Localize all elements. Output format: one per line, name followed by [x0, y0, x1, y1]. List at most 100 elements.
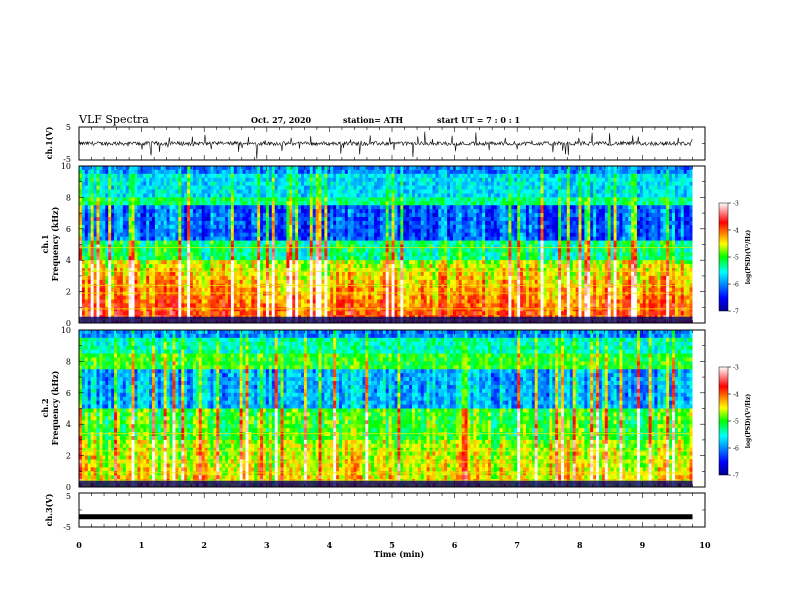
spectrogram-cell	[604, 201, 609, 206]
spectrogram-cell	[616, 232, 620, 238]
spectrogram-cell	[563, 240, 568, 245]
spectrogram-cell	[198, 232, 203, 238]
spectrogram-cell	[561, 217, 565, 222]
spectrogram-cell	[216, 220, 220, 226]
spectrogram-cell	[566, 252, 571, 257]
spectrogram-cell	[309, 228, 314, 234]
spectrogram-cell	[499, 220, 503, 226]
spectrogram-cell	[111, 189, 115, 194]
spectrogram-cell	[683, 228, 688, 234]
spectrogram-cell	[248, 224, 252, 230]
spectrogram-cell	[409, 217, 413, 222]
spectrogram-cell	[382, 217, 387, 222]
spectrogram-cell	[409, 173, 413, 179]
spectrogram-cell	[371, 213, 375, 218]
spectrogram-cell	[473, 217, 477, 222]
spectrogram-cell	[152, 185, 156, 190]
spectrogram-cell	[239, 169, 243, 175]
spectrogram-cell	[99, 197, 103, 202]
spectrogram-cell	[105, 166, 109, 171]
spectrogram-cell	[245, 169, 249, 175]
spectrogram-cell	[628, 173, 632, 179]
spectrogram-cell	[631, 185, 635, 190]
spectrogram-cell	[575, 197, 579, 202]
spectrogram-cell	[651, 232, 655, 238]
spectrogram-cell	[362, 248, 366, 253]
spectrogram-cell	[356, 169, 360, 175]
spectrogram-cell	[523, 240, 527, 245]
spectrogram-cell	[669, 197, 673, 202]
spectrogram-cell	[306, 205, 311, 210]
spectrogram-cell	[619, 169, 623, 175]
spectrogram-cell	[222, 228, 226, 234]
spectrogram-cell	[499, 240, 503, 245]
spectrogram-cell	[473, 224, 477, 230]
spectrogram-cell	[642, 220, 647, 226]
spectrogram-cell	[333, 166, 337, 171]
spectrogram-cell	[306, 173, 311, 179]
spectrogram-cell	[81, 177, 86, 183]
spectrogram-cell	[601, 217, 606, 222]
spectrogram-cell	[152, 236, 156, 241]
spectrogram-cell	[152, 209, 156, 214]
spectrogram-cell	[376, 252, 381, 257]
spectrogram-cell	[187, 240, 191, 245]
spectrogram-cell	[569, 248, 574, 253]
spectrogram-cell	[590, 205, 594, 210]
spectrogram-cell	[309, 248, 314, 253]
spectrogram-cell	[96, 166, 100, 171]
spectrogram-cell	[517, 173, 521, 179]
spectrogram-cell	[657, 224, 661, 230]
spectrogram-cell	[160, 169, 165, 175]
spectrogram-cell	[239, 217, 243, 222]
spectrogram-cell	[429, 189, 433, 194]
spectrogram-cell	[295, 236, 299, 241]
spectrogram-cell	[265, 232, 270, 238]
spectrogram-cell	[450, 213, 454, 218]
spectrogram-cell	[391, 220, 395, 226]
spectrogram-cell	[520, 205, 524, 210]
spectrogram-cell	[102, 173, 106, 179]
spectrogram-cell	[382, 169, 387, 175]
spectrogram-cell	[476, 173, 480, 179]
spectrogram-cell	[669, 217, 673, 222]
spectrogram-cell	[414, 240, 419, 245]
spectrogram-cell	[531, 201, 536, 206]
spectrogram-cell	[330, 173, 334, 179]
spectrogram-cell	[339, 236, 343, 241]
spectrogram-cell	[143, 201, 147, 206]
spectrogram-cell	[128, 220, 132, 226]
spectrogram-cell	[622, 201, 626, 206]
spectrogram-cell	[590, 240, 594, 245]
spectrogram-cell	[309, 236, 314, 241]
spectrogram-cell	[435, 205, 439, 210]
spectrogram-cell	[166, 209, 170, 214]
spectrogram-cell	[84, 236, 89, 241]
spectrogram-cell	[631, 193, 635, 198]
spectrogram-cell	[295, 217, 299, 222]
spectrogram-cell	[523, 220, 527, 226]
spectrogram-cell	[601, 228, 606, 234]
spectrogram-cell	[672, 252, 676, 257]
spectrogram-cell	[420, 224, 425, 230]
spectrogram-cell	[590, 193, 594, 198]
spectrogram-cell	[362, 181, 366, 187]
spectrogram-cell	[400, 166, 404, 171]
spectrogram-cell	[683, 252, 688, 257]
spectrogram-cell	[552, 205, 556, 210]
spectrogram-cell	[248, 173, 252, 179]
spectrogram-cell	[467, 177, 471, 183]
spectrogram-cell	[636, 205, 641, 210]
spectrogram-cell	[514, 236, 518, 241]
spectrogram-cell	[385, 248, 390, 253]
spectrogram-cell	[251, 217, 255, 222]
spectrogram-cell	[222, 173, 226, 179]
spectrogram-cell	[596, 166, 600, 171]
spectrogram-cell	[125, 181, 130, 187]
spectrogram-cell	[674, 169, 679, 175]
spectrogram-cell	[286, 169, 290, 175]
spectrogram-cell	[613, 177, 617, 183]
spectrogram-cell	[137, 185, 141, 190]
spectrogram-cell	[669, 232, 673, 238]
spectrogram-cell	[301, 177, 305, 183]
